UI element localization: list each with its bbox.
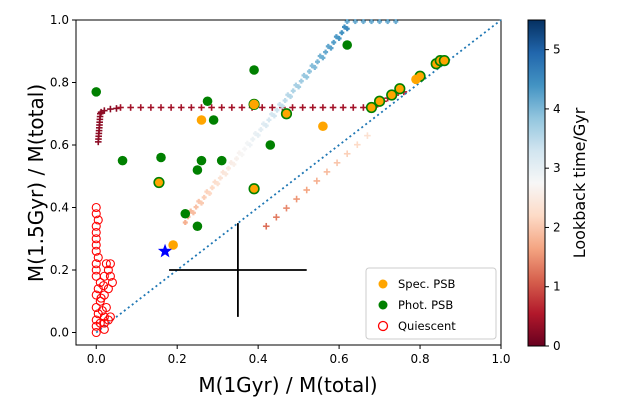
colorbar-tick-label: 5	[553, 43, 561, 57]
phot-psb-point	[216, 155, 227, 166]
quiescent-point	[103, 284, 113, 294]
spec-phot-psb-point	[386, 89, 398, 101]
colorbar-tick-label: 4	[553, 102, 561, 116]
quiescent-point	[91, 227, 101, 238]
quiescent-point	[91, 209, 101, 219]
y-tick-label: 0.4	[50, 201, 69, 215]
y-axis-label: M(1.5Gyr) / M(total)	[24, 84, 48, 282]
phot-psb-point	[196, 155, 207, 166]
phot-psb-point	[180, 208, 191, 219]
quiescent-point	[97, 306, 107, 316]
quiescent-point	[93, 284, 103, 294]
quiescent-point	[107, 277, 117, 288]
colorbar-ticks: 0 1 2 3 4 5	[545, 43, 561, 353]
x-tick-label: 1.0	[491, 352, 510, 366]
quiescent-point	[91, 202, 101, 213]
quiescent-point	[98, 281, 109, 291]
quiescent-point	[91, 246, 101, 256]
x-tick-label: 0.8	[411, 352, 430, 366]
phot-psb-point	[342, 40, 352, 50]
phot-psb-point	[117, 155, 128, 166]
quiescent-point	[103, 265, 113, 275]
colorbar: 0 1 2 3 4 5 Lookback time/Gyr	[527, 19, 589, 353]
highlight-star-marker	[157, 243, 173, 258]
y-tick-label: 0.6	[50, 138, 69, 152]
quiescent-point	[93, 252, 103, 263]
phot-psb-point	[265, 140, 276, 150]
legend-marker-quiescent	[377, 320, 389, 332]
legend-box	[365, 267, 497, 340]
quiescent-point	[91, 221, 101, 231]
quiescent-point	[105, 312, 115, 322]
legend-marker-phot-psb	[378, 300, 388, 310]
x-tick-label: 0.4	[249, 352, 268, 366]
quiescent-point	[91, 240, 101, 250]
quiescent-point	[91, 265, 101, 275]
legend-label-spec-psb: Spec. PSB	[398, 277, 456, 291]
quiescent-point	[105, 271, 115, 281]
phot-psb-point	[192, 165, 203, 175]
quiescent-point	[105, 259, 115, 269]
spec-phot-psb-point	[248, 183, 260, 195]
quiescent-point	[99, 290, 109, 300]
phot-psb-point	[249, 65, 259, 75]
x-axis-label: M(1Gyr) / M(total)	[198, 373, 377, 397]
spec-psb-point	[196, 115, 207, 125]
x-tick-label: 0.2	[168, 352, 187, 366]
spec-phot-psb-point	[394, 83, 406, 95]
quiescent-point	[91, 259, 101, 269]
plot-frame	[75, 19, 502, 346]
spec-psb-point	[168, 240, 178, 250]
plot-area	[75, 19, 502, 346]
phot-psb-point	[91, 87, 102, 97]
x-axis-ticks: 0.0 0.2 0.4 0.6 0.8 1.0	[87, 345, 511, 366]
legend-label-quiescent: Quiescent	[398, 319, 456, 333]
colorbar-label: Lookback time/Gyr	[570, 107, 589, 258]
colorbar-tick-label: 1	[553, 280, 561, 294]
spec-psb-point	[411, 74, 421, 85]
quiescent-point	[95, 318, 105, 328]
y-tick-label: 1.0	[50, 13, 69, 27]
spec-phot-psb-point	[153, 176, 165, 189]
x-tick-label: 0.0	[87, 352, 106, 366]
quiescent-point	[99, 324, 109, 334]
legend-marker-spec-psb	[378, 279, 388, 289]
colorbar-tick-label: 3	[553, 161, 561, 175]
y-tick-label: 0.8	[50, 76, 69, 90]
spec-phot-psb-point	[373, 95, 386, 107]
x-tick-label: 0.6	[330, 352, 349, 366]
spec-psb-point	[249, 99, 259, 110]
quiescent-point	[91, 327, 101, 338]
spec-phot-psb-point	[365, 101, 378, 114]
y-tick-label: 0.2	[50, 263, 69, 277]
spec-psb-point	[318, 121, 328, 132]
quiescent-point	[91, 234, 101, 244]
quiescent-point	[96, 293, 106, 303]
quiescent-point	[95, 277, 105, 288]
y-axis-ticks: 0.0 0.2 0.4 0.6 0.8 1.0	[50, 13, 76, 340]
quiescent-point	[93, 215, 103, 225]
colorbar-gradient	[527, 19, 546, 347]
spec-phot-psb-point	[438, 55, 450, 67]
legend-label-phot-psb: Phot. PSB	[398, 298, 453, 312]
one-to-one-line	[95, 19, 502, 334]
legend: Spec. PSB Phot. PSB Quiescent	[365, 267, 497, 340]
phot-psb-point	[202, 96, 213, 107]
phot-psb-point	[208, 115, 219, 125]
colorbar-tick-label: 0	[553, 339, 561, 353]
phot-psb-point	[156, 152, 166, 163]
y-tick-label: 0.0	[50, 326, 69, 340]
phot-psb-point	[192, 221, 203, 232]
spec-phot-psb-point	[280, 108, 293, 120]
quiescent-point	[101, 259, 111, 269]
quiescent-point	[99, 271, 109, 281]
colorbar-tick-label: 2	[553, 220, 561, 234]
